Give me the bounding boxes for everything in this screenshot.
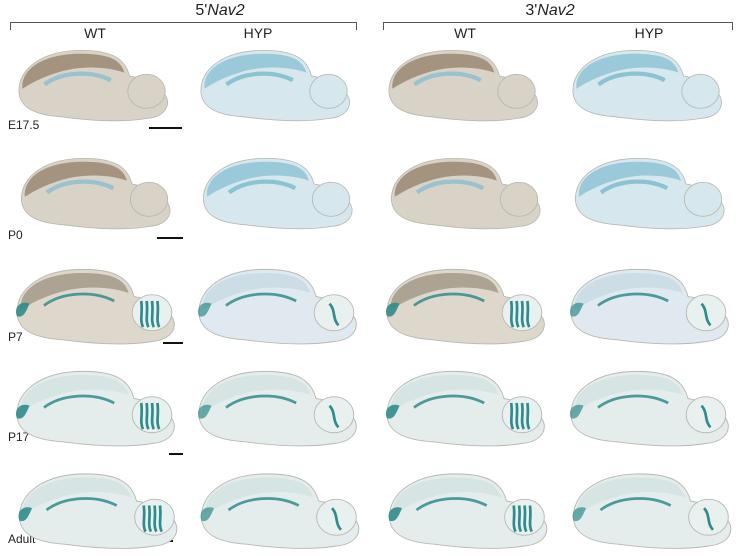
brain-section-p17-wt-5prime: [16, 371, 175, 447]
brain-section-e17-5-hyp-5prime: [200, 50, 350, 122]
brain-section-adult-wt-3prime: [388, 473, 548, 549]
column-label-wt-3prime: WT: [454, 25, 476, 41]
scale-bar-p7: [163, 342, 183, 344]
row-label-p17: P17: [8, 430, 30, 444]
brain-section-p0-hyp-3prime: [575, 158, 725, 230]
brain-section-p0-hyp-5prime: [203, 158, 353, 230]
column-label-hyp-3prime: HYP: [634, 25, 664, 41]
row-label-p7: P7: [8, 330, 23, 344]
group-prefix: 3': [525, 2, 538, 19]
brain-section-adult-wt-5prime: [18, 473, 178, 549]
group-gene: Nav2: [537, 2, 575, 19]
scale-bar-p17: [169, 453, 183, 455]
brain-section-e17-5-wt-3prime: [388, 50, 538, 122]
brain-section-p17-hyp-3prime: [570, 371, 729, 447]
brain-section-p17-wt-3prime: [386, 371, 545, 447]
brain-section-p7-wt-5prime: [16, 269, 175, 345]
group-title-5prime: 5'Nav2: [120, 2, 320, 20]
scale-bar-p0: [157, 237, 183, 239]
group-bracket-3prime: [383, 22, 733, 30]
brain-section-p17-hyp-5prime: [198, 371, 357, 447]
row-label-adult: Adult: [8, 532, 36, 546]
brain-section-e17-5-wt-5prime: [18, 50, 168, 122]
brain-section-e17-5-hyp-3prime: [572, 50, 722, 122]
group-bracket-5prime: [10, 22, 357, 30]
brain-section-p7-hyp-5prime: [198, 269, 357, 345]
brain-section-p7-hyp-3prime: [570, 269, 729, 345]
scale-bar-e17-5: [149, 127, 182, 129]
row-label-e17-5: E17.5: [8, 118, 40, 132]
brain-section-p0-wt-3prime: [391, 158, 541, 230]
column-label-wt-5prime: WT: [84, 25, 106, 41]
group-prefix: 5': [195, 2, 208, 19]
column-label-hyp-5prime: HYP: [243, 25, 273, 41]
group-title-3prime: 3'Nav2: [450, 2, 650, 20]
brain-section-p0-wt-5prime: [21, 158, 171, 230]
brain-section-adult-hyp-3prime: [572, 473, 732, 549]
group-gene: Nav2: [207, 2, 245, 19]
brain-section-p7-wt-3prime: [386, 269, 545, 345]
brain-section-adult-hyp-5prime: [200, 473, 360, 549]
row-label-p0: P0: [8, 228, 23, 242]
